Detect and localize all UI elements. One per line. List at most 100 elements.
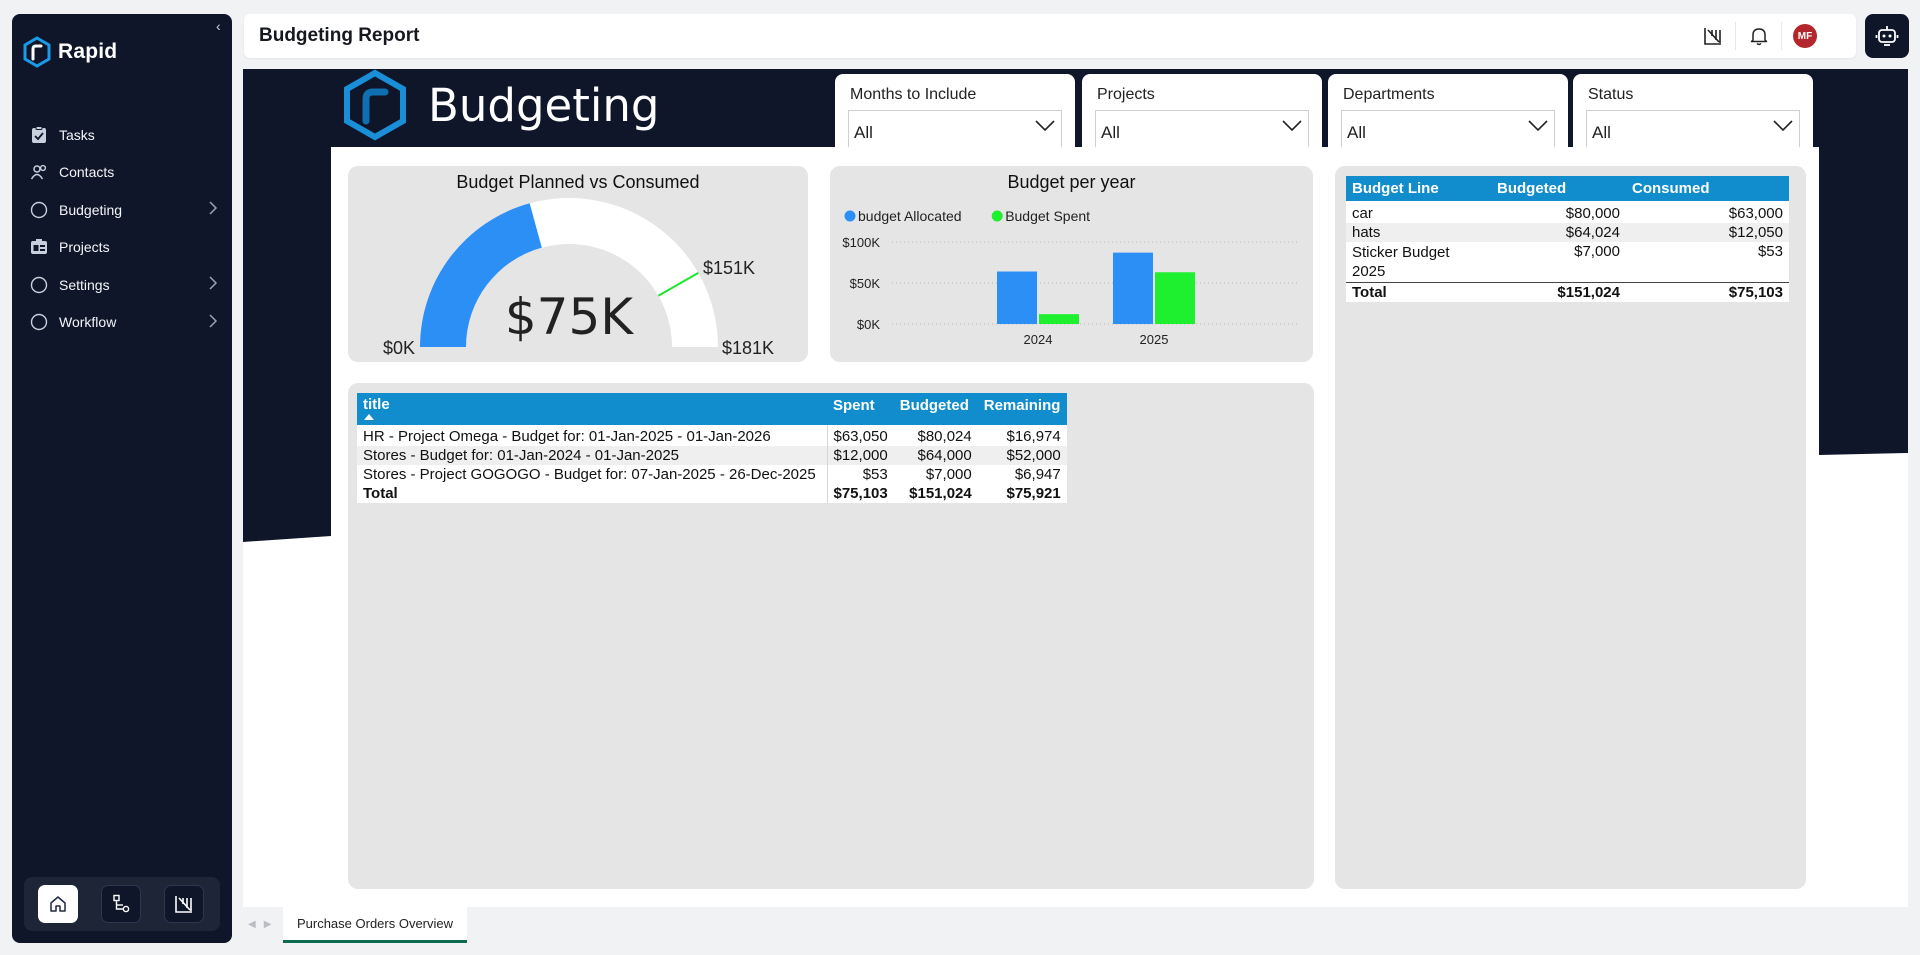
- cell-remaining: $6,947: [977, 465, 1067, 484]
- cell-remaining: $16,974: [977, 425, 1067, 446]
- sidebar-dock: [24, 877, 220, 931]
- tab-scroll-arrows[interactable]: ◀▶: [248, 919, 280, 930]
- cell-budgeted: $80,024: [893, 425, 978, 446]
- table-row[interactable]: Stores - Project GOGOGO - Budget for: 07…: [357, 465, 1067, 484]
- slicer-value: All: [1347, 123, 1366, 142]
- table-total-row: Total $151,024 $75,103: [1346, 282, 1789, 302]
- sidebar-item-label: Settings: [59, 276, 110, 293]
- table-row[interactable]: Stores - Budget for: 01-Jan-2024 - 01-Ja…: [357, 446, 1067, 465]
- cell-title: Total: [357, 484, 828, 503]
- projects-table: title Spent Budgeted Remaining HR - Proj…: [357, 393, 1067, 503]
- report-button[interactable]: [164, 885, 204, 923]
- chevron-down-icon: [1035, 120, 1055, 132]
- gauge-card[interactable]: Budget Planned vs Consumed $75K $0K $181…: [348, 166, 808, 362]
- cell-line: car: [1346, 201, 1491, 223]
- sidebar-nav: Tasks Contacts Budgeting Projects Set: [12, 116, 232, 341]
- table-row[interactable]: HR - Project Omega - Budget for: 01-Jan-…: [357, 425, 1067, 446]
- sidebar-item-contacts[interactable]: Contacts: [12, 154, 232, 192]
- column-header[interactable]: Spent: [827, 393, 894, 425]
- report-heading: Budgeting: [428, 78, 660, 132]
- report-body: Budget Planned vs Consumed $75K $0K $181…: [331, 147, 1809, 907]
- column-header-label: title: [363, 396, 390, 413]
- table-row[interactable]: Sticker Budget 2025 $7,000 $53: [1346, 242, 1789, 283]
- slicer-value: All: [854, 123, 873, 142]
- projects-dropdown[interactable]: All: [1095, 110, 1309, 148]
- bar-budget-allocated-2024: [997, 271, 1037, 324]
- column-header[interactable]: Budgeted: [893, 393, 978, 425]
- gauge-min-label: $0K: [383, 338, 415, 358]
- avatar[interactable]: MF: [1793, 24, 1817, 48]
- slicer-status[interactable]: Status All: [1573, 74, 1813, 154]
- reports-button[interactable]: [1690, 22, 1736, 50]
- legend-label: budget Allocated: [858, 208, 962, 224]
- sidebar-item-workflow[interactable]: Workflow: [12, 304, 232, 342]
- gauge-max-label: $181K: [722, 338, 774, 358]
- bar-budget-spent-2024: [1039, 314, 1079, 324]
- chevron-down-icon: [1528, 120, 1548, 132]
- report-icon: [1703, 28, 1721, 45]
- notifications-button[interactable]: [1736, 22, 1782, 50]
- cell-budgeted: $7,000: [1491, 242, 1626, 283]
- collapse-sidebar-icon[interactable]: ‹: [216, 18, 221, 34]
- sidebar-item-settings[interactable]: Settings: [12, 266, 232, 304]
- report-logo: Budgeting: [340, 69, 659, 141]
- table-header-row: Budget Line Budgeted Consumed: [1346, 176, 1789, 201]
- sidebar-item-label: Tasks: [59, 126, 95, 143]
- slicer-label: Departments: [1343, 86, 1435, 103]
- slicer-label: Status: [1588, 86, 1634, 103]
- sidebar-item-label: Budgeting: [59, 201, 123, 218]
- brand-logo[interactable]: Rapid: [22, 36, 117, 68]
- brand-name: Rapid: [58, 40, 118, 63]
- slicer-projects[interactable]: Projects All: [1082, 74, 1322, 154]
- home-button[interactable]: [38, 885, 78, 923]
- chevron-right-icon: [208, 313, 218, 331]
- slicer-departments[interactable]: Departments All: [1328, 74, 1568, 154]
- rapid-logo-icon: [344, 69, 406, 141]
- status-dropdown[interactable]: All: [1586, 110, 1800, 148]
- sidebar-item-label: Workflow: [59, 314, 117, 331]
- table-row[interactable]: hats $64,024 $12,050: [1346, 223, 1789, 242]
- table-row[interactable]: car $80,000 $63,000: [1346, 201, 1789, 223]
- column-header[interactable]: Consumed: [1626, 176, 1789, 201]
- departments-dropdown[interactable]: All: [1341, 110, 1555, 148]
- sort-ascending-icon: [364, 414, 374, 420]
- x-tick-label: 2025: [1140, 332, 1169, 347]
- top-bar-actions: MF: [1690, 22, 1828, 50]
- assistant-button[interactable]: [1865, 14, 1909, 58]
- sidebar-item-budgeting[interactable]: Budgeting: [12, 191, 232, 229]
- slicer-label: Months to Include: [850, 86, 977, 103]
- column-header-title[interactable]: title: [357, 393, 827, 425]
- column-header[interactable]: Remaining: [977, 393, 1067, 425]
- cell-budgeted: $64,024: [1491, 223, 1626, 242]
- projects-card: title Spent Budgeted Remaining HR - Proj…: [348, 383, 1314, 889]
- gauge-chart: $75K $0K $181K $151K: [383, 198, 774, 358]
- cell-consumed: $53: [1626, 242, 1789, 283]
- cell-line: hats: [1346, 223, 1491, 242]
- sidebar-item-label: Projects: [59, 239, 110, 256]
- circle-icon: [30, 313, 48, 331]
- cell-spent: $75,103: [827, 484, 894, 503]
- slicer-label: Projects: [1097, 86, 1155, 103]
- cell-remaining: $75,921: [977, 484, 1067, 503]
- y-tick-label: $50K: [850, 276, 881, 291]
- chart-title: Budget per year: [1007, 172, 1136, 192]
- bot-icon: [1875, 26, 1899, 46]
- sidebar-item-tasks[interactable]: Tasks: [12, 116, 232, 154]
- flow-button[interactable]: [101, 885, 141, 923]
- column-header[interactable]: Budget Line: [1346, 176, 1491, 201]
- slicer-months[interactable]: Months to Include All: [835, 74, 1075, 154]
- bar-budget-allocated-2025: [1113, 252, 1153, 324]
- report-canvas: Budgeting Months to Include All Projects…: [243, 69, 1908, 907]
- tab-purchase-orders-overview[interactable]: Purchase Orders Overview: [283, 907, 467, 943]
- sidebar-item-projects[interactable]: Projects: [12, 229, 232, 267]
- column-header[interactable]: Budgeted: [1491, 176, 1626, 201]
- cell-title: Stores - Budget for: 01-Jan-2024 - 01-Ja…: [357, 446, 828, 465]
- home-icon: [50, 896, 66, 912]
- clipboard-icon: [30, 125, 48, 144]
- chevron-right-icon: [208, 201, 218, 218]
- x-tick-label: 2024: [1024, 332, 1053, 347]
- months-dropdown[interactable]: All: [848, 110, 1062, 148]
- bar-chart-card[interactable]: Budget per year budget Allocated Budget S…: [830, 166, 1313, 362]
- user-menu[interactable]: MF: [1782, 22, 1828, 50]
- cell-title: HR - Project Omega - Budget for: 01-Jan-…: [357, 425, 828, 446]
